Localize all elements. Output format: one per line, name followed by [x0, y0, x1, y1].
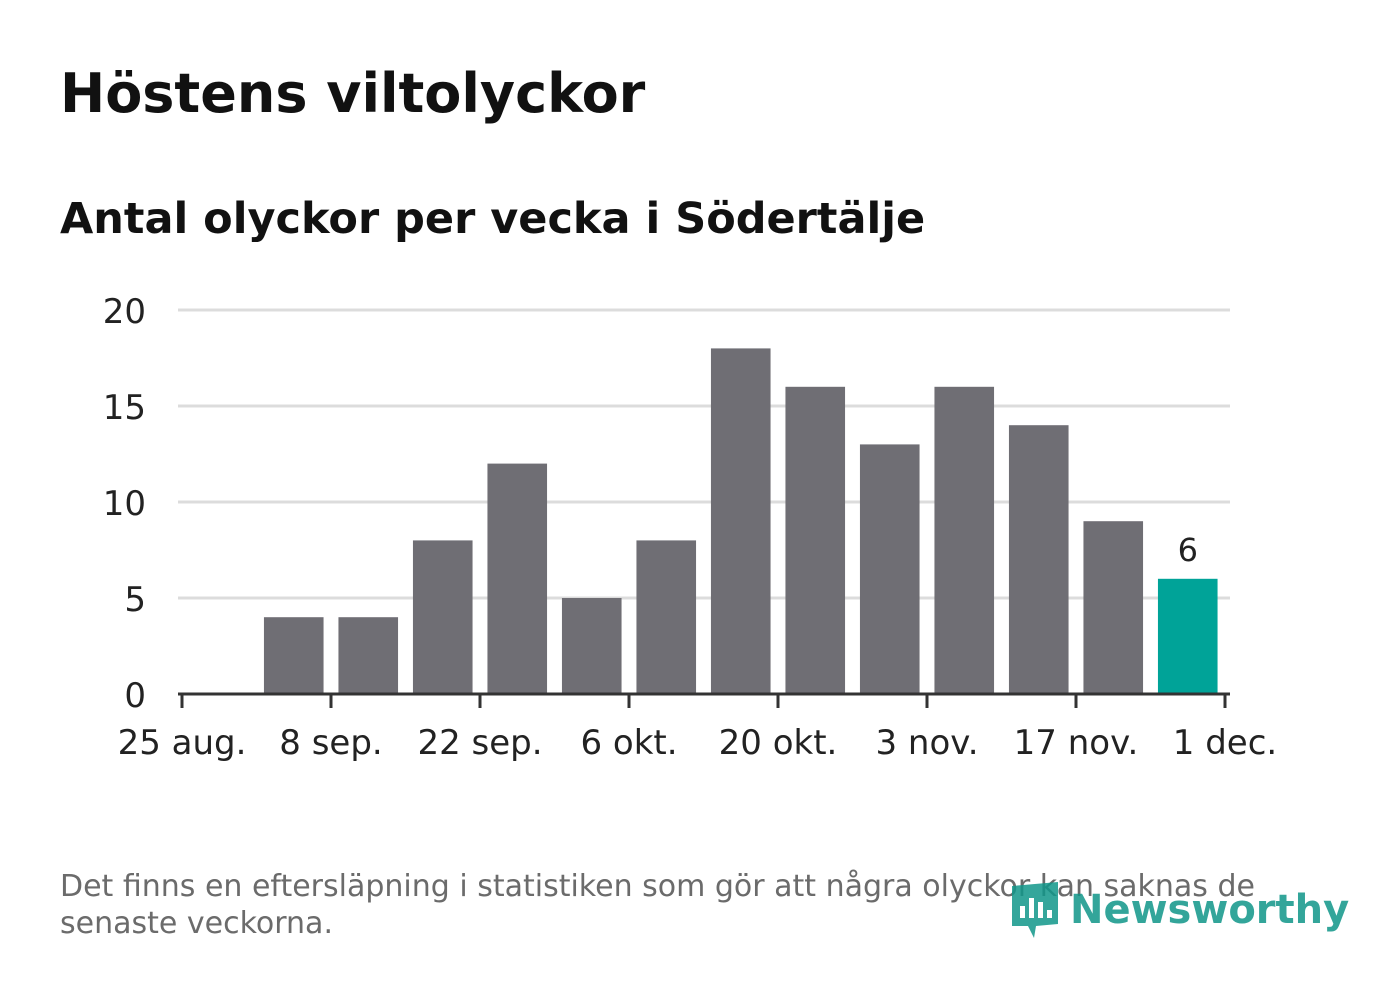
x-tick-label: 25 aug.	[118, 723, 247, 763]
x-axis-labels: 25 aug. 8 sep. 22 sep. 6 okt. 20 okt. 3 nov. 1…	[118, 723, 1278, 763]
bars: 6	[263, 348, 1218, 694]
logo-text: Newsworthy	[1070, 887, 1350, 933]
bar	[1083, 521, 1144, 694]
y-axis-labels: 0 5 10 15 20	[103, 292, 146, 716]
newsworthy-logo: Newsworthy	[1010, 878, 1349, 942]
bar	[412, 540, 473, 694]
chart-title: Höstens viltolyckor	[60, 62, 646, 125]
bar	[487, 463, 548, 694]
grid-lines	[178, 308, 1230, 600]
y-tick-label: 0	[124, 676, 146, 716]
bar-highlight	[1157, 578, 1218, 694]
y-tick-label: 15	[103, 388, 146, 428]
bar	[263, 617, 324, 694]
chart-subtitle: Antal olyckor per vecka i Södertälje	[60, 194, 926, 244]
bar	[561, 598, 622, 694]
bar	[785, 386, 846, 694]
x-tick-label: 1 dec.	[1173, 723, 1277, 763]
x-tick-label: 3 nov.	[875, 723, 978, 763]
x-tick-label: 8 sep.	[279, 723, 382, 763]
bar	[934, 386, 995, 694]
y-tick-label: 20	[103, 292, 146, 332]
x-tick-label: 17 nov.	[1014, 723, 1139, 763]
bar-value-label: 6	[1178, 531, 1198, 569]
x-tick-label: 6 okt.	[580, 723, 677, 763]
x-axis	[178, 692, 1230, 708]
bar	[859, 444, 920, 694]
bar	[710, 348, 771, 694]
x-tick-label: 20 okt.	[719, 723, 838, 763]
newsworthy-logo-icon	[1012, 882, 1058, 938]
bar	[1008, 425, 1069, 694]
bar-chart: 0 5 10 15 20 6 25 aug. 8 sep. 22 sep. 6 okt. 20 …	[103, 292, 1278, 763]
x-tick-label: 22 sep.	[417, 723, 542, 763]
y-tick-label: 5	[124, 580, 146, 620]
bar	[636, 540, 697, 694]
bar	[338, 617, 399, 694]
y-tick-label: 10	[103, 484, 146, 524]
